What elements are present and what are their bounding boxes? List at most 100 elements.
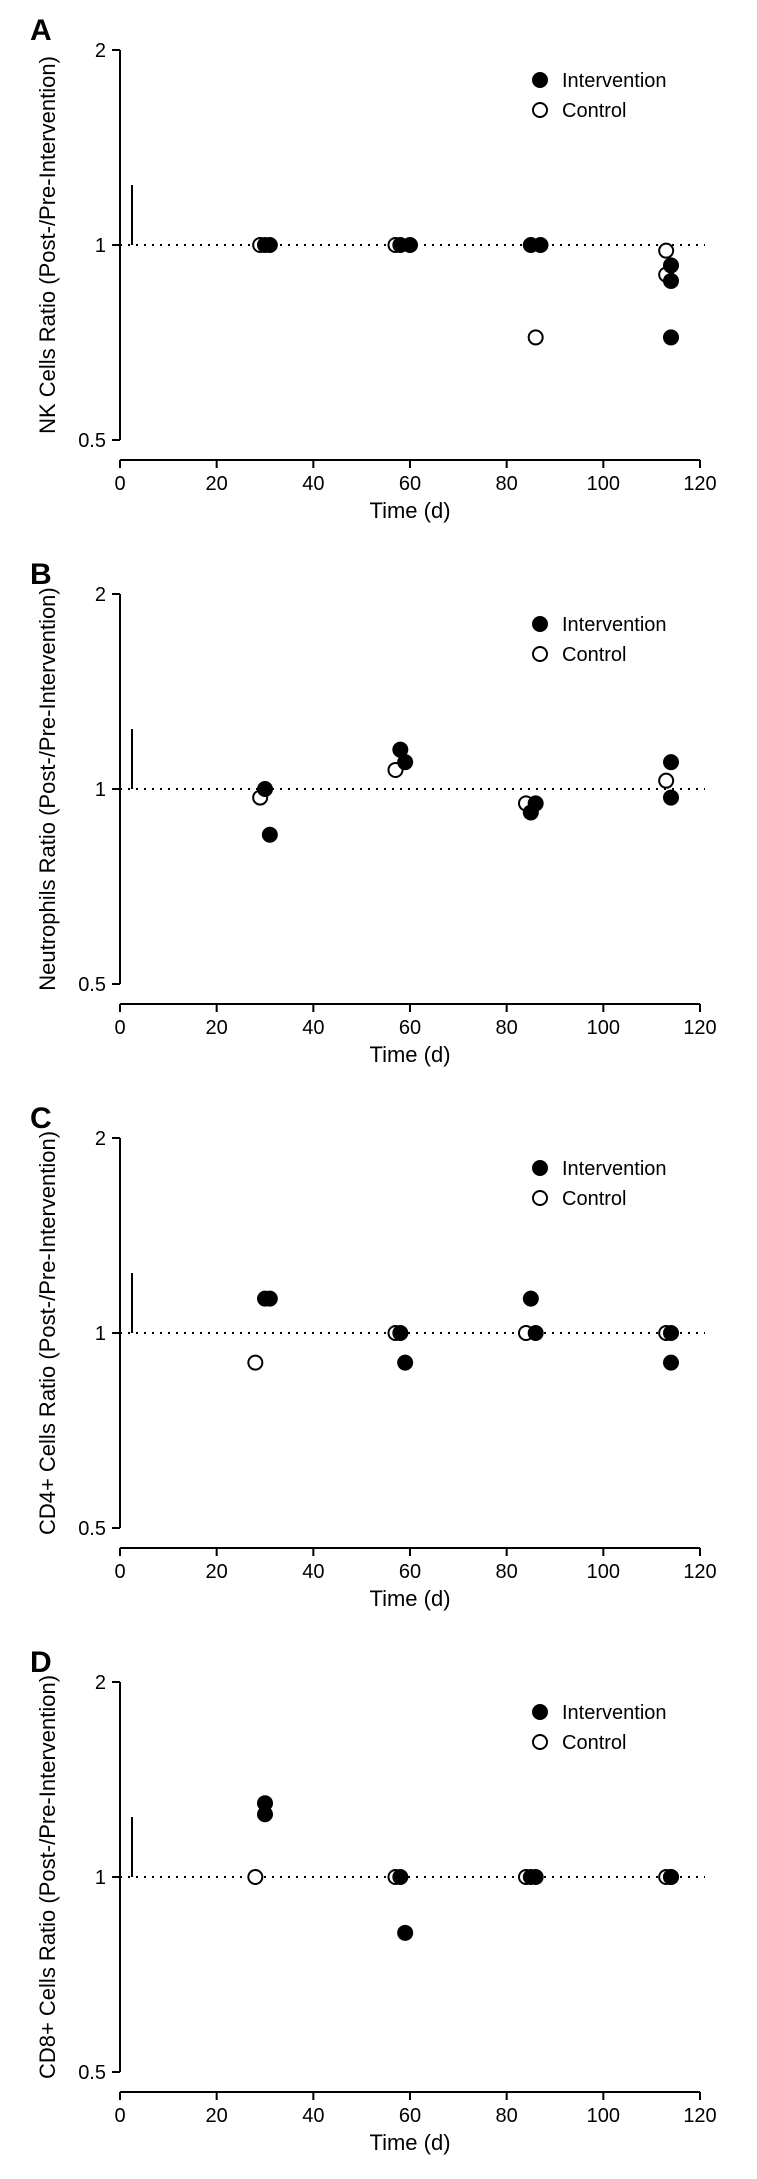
data-point-intervention — [534, 238, 548, 252]
x-tick-label: 40 — [302, 2105, 324, 2127]
x-tick-label: 80 — [496, 473, 518, 495]
legend-marker-control — [533, 103, 547, 117]
y-tick-label: 2 — [95, 1128, 106, 1150]
data-point-intervention — [398, 1356, 412, 1370]
panel-A: A 0.5 1 2 NK Cells Ratio (Post-/Pre-Interven… — [30, 14, 717, 523]
x-axis-label: Time (d) — [369, 1586, 450, 1611]
data-point-intervention — [529, 796, 543, 810]
legend-label-control: Control — [562, 1188, 626, 1210]
x-tick-label: 80 — [496, 2105, 518, 2127]
legend-label-intervention: Intervention — [562, 70, 667, 92]
legend-label-control: Control — [562, 644, 626, 666]
x-tick-label: 60 — [399, 2105, 421, 2127]
data-point-intervention — [258, 1807, 272, 1821]
data-point-intervention — [393, 1326, 407, 1340]
figure: A 0.5 1 2 NK Cells Ratio (Post-/Pre-Interven… — [0, 0, 757, 2179]
x-tick-label: 0 — [114, 1561, 125, 1583]
data-point-control — [248, 1356, 262, 1370]
data-point-control — [659, 244, 673, 258]
data-point-intervention — [664, 1326, 678, 1340]
y-tick-label: 2 — [95, 40, 106, 62]
legend-marker-intervention — [533, 617, 547, 631]
legend-label-control: Control — [562, 100, 626, 122]
x-tick-label: 20 — [206, 1561, 228, 1583]
x-tick-label: 120 — [683, 473, 716, 495]
x-tick-label: 60 — [399, 1017, 421, 1039]
x-tick-label: 60 — [399, 1561, 421, 1583]
data-point-intervention — [664, 274, 678, 288]
legend-label-intervention: Intervention — [562, 614, 667, 636]
panel-B: B 0.5 1 2 Neutrophils Ratio (Post-/Pre-Inter… — [30, 558, 717, 1067]
data-point-intervention — [529, 1870, 543, 1884]
data-point-control — [248, 1870, 262, 1884]
x-tick-label: 100 — [587, 473, 620, 495]
data-point-intervention — [263, 1292, 277, 1306]
legend-label-intervention: Intervention — [562, 1702, 667, 1724]
x-axis-label: Time (d) — [369, 1042, 450, 1067]
panel-label: A — [30, 14, 52, 47]
legend-marker-intervention — [533, 1161, 547, 1175]
x-tick-label: 80 — [496, 1017, 518, 1039]
data-point-intervention — [664, 258, 678, 272]
x-tick-label: 40 — [302, 1561, 324, 1583]
y-axis-label: NK Cells Ratio (Post-/Pre-Intervention) — [35, 56, 60, 434]
y-axis-label: CD4+ Cells Ratio (Post-/Pre-Intervention… — [35, 1131, 60, 1535]
figure-svg: A 0.5 1 2 NK Cells Ratio (Post-/Pre-Interven… — [0, 0, 757, 2179]
x-axis-label: Time (d) — [369, 2130, 450, 2155]
legend-label-intervention: Intervention — [562, 1158, 667, 1180]
data-point-intervention — [664, 755, 678, 769]
x-tick-label: 20 — [206, 1017, 228, 1039]
x-tick-label: 120 — [683, 1561, 716, 1583]
y-tick-label: 2 — [95, 584, 106, 606]
panel-label: B — [30, 558, 52, 591]
x-tick-label: 120 — [683, 2105, 716, 2127]
x-tick-label: 100 — [587, 1561, 620, 1583]
data-point-intervention — [664, 1870, 678, 1884]
x-tick-label: 100 — [587, 1017, 620, 1039]
panel-C: C 0.5 1 2 CD4+ Cells Ratio (Post-/Pre-Interv… — [30, 1102, 717, 1611]
y-tick-label: 2 — [95, 1672, 106, 1694]
x-tick-label: 40 — [302, 473, 324, 495]
panel-D: D 0.5 1 2 CD8+ Cells Ratio (Post-/Pre-Interv… — [30, 1646, 717, 2155]
x-tick-label: 40 — [302, 1017, 324, 1039]
y-tick-label: 0.5 — [78, 2062, 106, 2084]
y-tick-label: 0.5 — [78, 430, 106, 452]
legend-marker-control — [533, 647, 547, 661]
panel-label: D — [30, 1646, 52, 1679]
data-point-intervention — [529, 1326, 543, 1340]
legend-marker-intervention — [533, 1705, 547, 1719]
data-point-intervention — [664, 1356, 678, 1370]
data-point-intervention — [524, 1292, 538, 1306]
y-tick-label: 0.5 — [78, 974, 106, 996]
x-tick-label: 60 — [399, 473, 421, 495]
data-point-intervention — [263, 828, 277, 842]
y-tick-label: 0.5 — [78, 1518, 106, 1540]
y-axis-label: Neutrophils Ratio (Post-/Pre-Interventio… — [35, 587, 60, 991]
legend-marker-intervention — [533, 73, 547, 87]
x-tick-label: 0 — [114, 1017, 125, 1039]
x-tick-label: 20 — [206, 2105, 228, 2127]
y-tick-label: 1 — [95, 1867, 106, 1889]
y-tick-label: 1 — [95, 1323, 106, 1345]
panel-label: C — [30, 1102, 52, 1135]
y-tick-label: 1 — [95, 779, 106, 801]
legend-label-control: Control — [562, 1732, 626, 1754]
data-point-control — [659, 774, 673, 788]
x-axis-label: Time (d) — [369, 498, 450, 523]
data-point-intervention — [393, 1870, 407, 1884]
data-point-intervention — [258, 782, 272, 796]
x-tick-label: 20 — [206, 473, 228, 495]
legend-marker-control — [533, 1191, 547, 1205]
data-point-intervention — [664, 791, 678, 805]
y-axis-label: CD8+ Cells Ratio (Post-/Pre-Intervention… — [35, 1675, 60, 2079]
x-tick-label: 120 — [683, 1017, 716, 1039]
legend-marker-control — [533, 1735, 547, 1749]
y-tick-label: 1 — [95, 235, 106, 257]
x-tick-label: 0 — [114, 2105, 125, 2127]
data-point-intervention — [664, 330, 678, 344]
data-point-control — [529, 330, 543, 344]
x-tick-label: 100 — [587, 2105, 620, 2127]
data-point-intervention — [403, 238, 417, 252]
x-tick-label: 0 — [114, 473, 125, 495]
data-point-intervention — [263, 238, 277, 252]
